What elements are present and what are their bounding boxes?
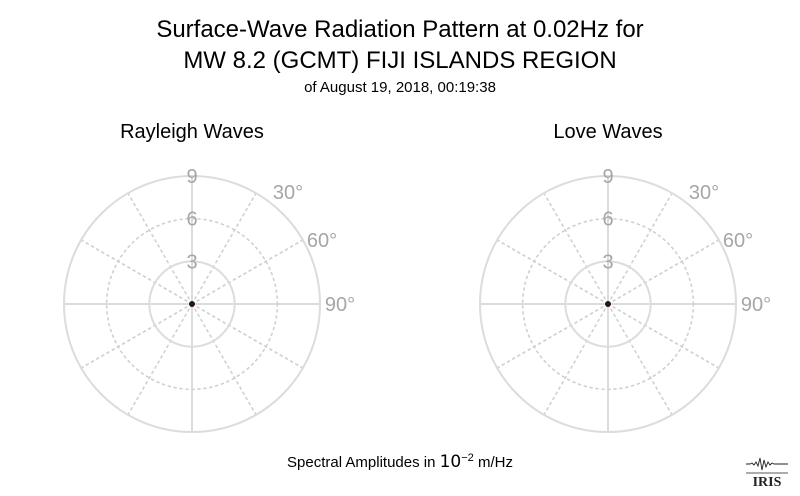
- rayleigh-spoke-210: [127, 303, 193, 416]
- iris-logo: IRIS: [746, 457, 788, 488]
- rayleigh-spoke-150: [191, 303, 257, 416]
- love-spoke-30: [607, 192, 673, 305]
- footer-prefix: Spectral Amplitudes in: [287, 454, 440, 471]
- love-ring-9: [479, 175, 737, 433]
- footer-caption: Spectral Amplitudes in 10−2 m/Hz: [0, 452, 800, 472]
- rayleigh-spoke-300: [80, 239, 193, 305]
- footer-power-base: 10: [439, 452, 462, 472]
- rayleigh-spoke-330: [127, 192, 193, 305]
- rayleigh-radial-tick-6: 6: [186, 209, 197, 231]
- love-spoke-150: [607, 303, 673, 416]
- love-radial-tick-3: 3: [602, 251, 613, 273]
- rayleigh-angle-tick-2: 90°: [325, 294, 355, 316]
- rayleigh-angle-tick-0: 30°: [273, 182, 303, 204]
- love-spoke-120: [607, 303, 720, 369]
- love-angle-tick-2: 90°: [741, 294, 771, 316]
- love-spoke-240: [496, 303, 609, 369]
- rayleigh-polar-panel: Rayleigh Waves 3 6 9 30° 60° 90°: [63, 121, 355, 433]
- rayleigh-panel-title: Rayleigh Waves: [120, 121, 264, 143]
- figure-title-line2: MW 8.2 (GCMT) FIJI ISLANDS REGION: [183, 47, 616, 74]
- love-spoke-330: [543, 192, 609, 305]
- love-radial-tick-6: 6: [602, 209, 613, 231]
- rayleigh-spoke-240: [80, 303, 193, 369]
- love-radial-tick-9: 9: [602, 166, 613, 188]
- logo-wordmark: IRIS: [753, 475, 782, 488]
- rayleigh-spoke-120: [191, 303, 304, 369]
- love-spoke-210: [543, 303, 609, 416]
- seismogram-trace: [746, 457, 788, 471]
- figure-title-line1: Surface-Wave Radiation Pattern at 0.02Hz…: [156, 16, 643, 43]
- love-spoke-60: [607, 239, 720, 305]
- love-angle-tick-0: 30°: [689, 182, 719, 204]
- rayleigh-ring-3: [148, 260, 236, 348]
- figure-subtitle: of August 19, 2018, 00:19:38: [304, 79, 496, 96]
- rayleigh-radial-tick-9: 9: [186, 166, 197, 188]
- rayleigh-angle-tick-1: 60°: [307, 230, 337, 252]
- rayleigh-data-point-0: [189, 301, 195, 307]
- rayleigh-ring-6: [105, 217, 279, 391]
- footer-unit: m/Hz: [473, 454, 513, 471]
- rayleigh-radial-tick-3: 3: [186, 251, 197, 273]
- love-ring-6: [521, 217, 695, 391]
- rayleigh-spoke-60: [191, 239, 304, 305]
- love-spoke-300: [496, 239, 609, 305]
- rayleigh-ring-9: [63, 175, 321, 433]
- rayleigh-spoke-30: [191, 192, 257, 305]
- love-polar-panel: Love Waves 3 6 9 30° 60° 90°: [479, 121, 771, 433]
- love-angle-tick-1: 60°: [723, 230, 753, 252]
- love-ring-3: [564, 260, 652, 348]
- footer-power-exponent: −2: [461, 452, 474, 464]
- love-data-point-0: [605, 301, 611, 307]
- love-panel-title: Love Waves: [553, 121, 662, 143]
